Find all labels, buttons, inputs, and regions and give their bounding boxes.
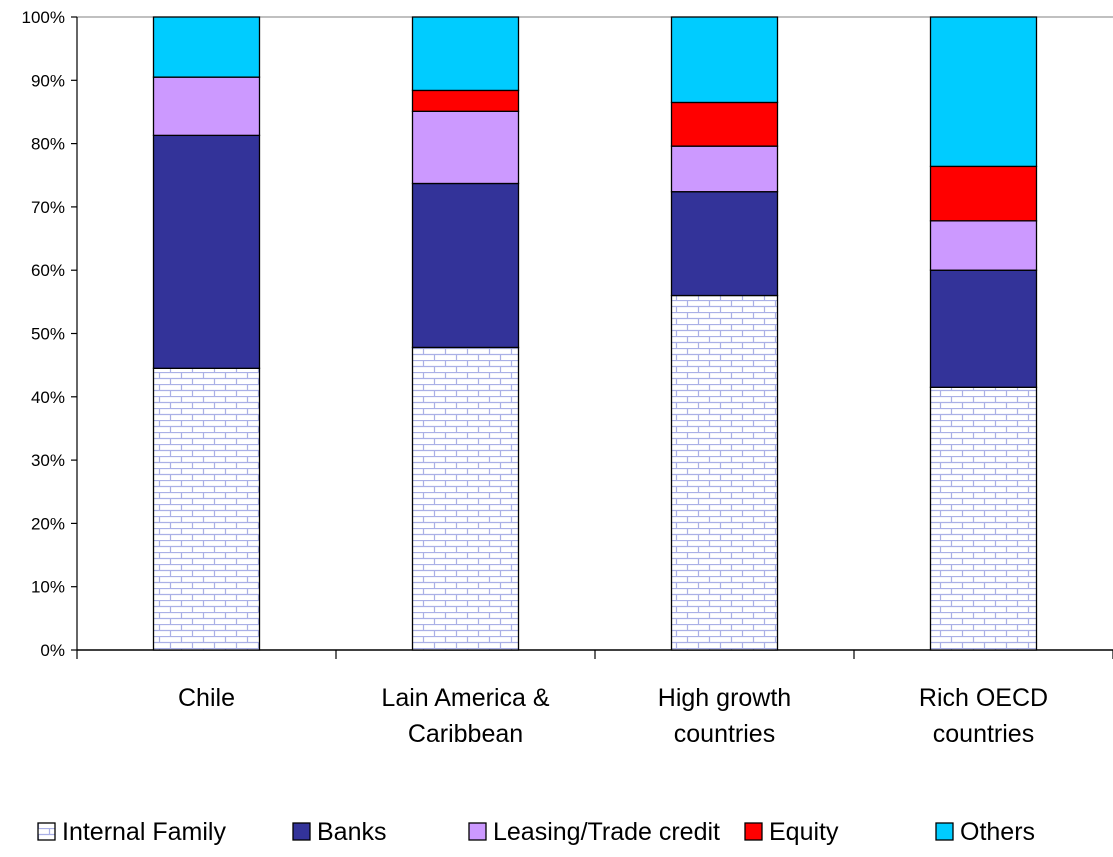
y-tick-label: 90% [31, 71, 65, 90]
y-tick-label: 20% [31, 514, 65, 533]
bar-segment-internal-family [411, 346, 520, 651]
bar-segment-others [411, 16, 520, 92]
y-tick-label: 40% [31, 388, 65, 407]
bar-segment-others [929, 16, 1038, 168]
legend-swatch [292, 822, 311, 841]
legend-label: Others [960, 818, 1035, 846]
bar-segment-leasing-trade-credit [670, 145, 779, 193]
bar-segment-banks [411, 182, 520, 349]
bar-segment-banks [929, 269, 1038, 388]
bar-segment-others [670, 16, 779, 104]
y-tick-label: 60% [31, 261, 65, 280]
y-tick-label: 30% [31, 451, 65, 470]
legend-swatch [935, 822, 954, 841]
x-axis-labels: Chile Lain America & Caribbean High growth c… [178, 684, 1048, 748]
x-category-label: High growth countries [658, 684, 791, 748]
y-tick-label: 80% [31, 135, 65, 154]
y-tick-label: 10% [31, 578, 65, 597]
x-category-label: Chile [178, 684, 235, 712]
y-tick-label: 100% [22, 8, 65, 27]
legend-swatch [37, 822, 56, 841]
x-category-label: Lain America & Caribbean [381, 684, 549, 748]
legend: Internal Family Banks Leasing/Trade credit… [37, 818, 1035, 846]
y-tick-label: 70% [31, 198, 65, 217]
bar-segment-internal-family [929, 386, 1038, 651]
legend-swatch [744, 822, 763, 841]
bars [152, 16, 1038, 651]
y-tick-label: 50% [31, 325, 65, 344]
bar-segment-equity [411, 89, 520, 112]
bar-segment-leasing-trade-credit [411, 110, 520, 185]
axes: 0% 10% 20% 30% 40% 50% 60% 70% 80% 90% 100% [22, 8, 1113, 660]
legend-label: Leasing/Trade credit [493, 818, 720, 846]
y-tick-label: 0% [40, 641, 65, 660]
bar-segment-equity [929, 165, 1038, 222]
legend-swatch [468, 822, 487, 841]
bar-segment-internal-family [152, 367, 261, 651]
bar-segment-internal-family [670, 294, 779, 651]
bar-segment-equity [670, 101, 779, 147]
legend-label: Internal Family [62, 818, 226, 846]
legend-label: Banks [317, 818, 386, 846]
legend-label: Equity [769, 818, 839, 846]
bar-segment-others [152, 16, 261, 78]
bar-segment-banks [670, 191, 779, 297]
bar-segment-banks [152, 134, 261, 369]
bar-segment-leasing-trade-credit [929, 220, 1038, 271]
x-category-label: Rich OECD countries [919, 684, 1048, 748]
bar-segment-leasing-trade-credit [152, 76, 261, 137]
